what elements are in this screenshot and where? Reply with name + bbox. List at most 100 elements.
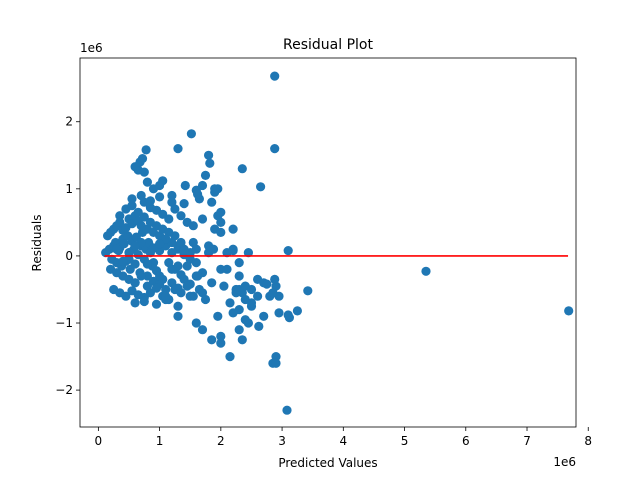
data-point xyxy=(167,264,177,274)
x-tick-label: 1 xyxy=(156,434,164,448)
data-point xyxy=(119,239,129,249)
data-point xyxy=(112,244,122,254)
data-point xyxy=(303,286,313,296)
x-tick-label: 6 xyxy=(462,434,470,448)
data-point xyxy=(222,264,232,274)
x-axis-label: Predicted Values xyxy=(278,456,377,470)
data-point xyxy=(234,284,244,295)
y-tick-label: 2 xyxy=(65,115,73,129)
data-point xyxy=(228,246,238,256)
data-point xyxy=(130,298,140,308)
data-point xyxy=(216,217,226,227)
data-point xyxy=(210,184,220,194)
data-point xyxy=(205,158,215,168)
data-point xyxy=(240,315,250,325)
data-point xyxy=(270,274,280,284)
data-point xyxy=(237,164,247,174)
data-point xyxy=(130,278,140,288)
data-point xyxy=(142,259,152,269)
data-point xyxy=(151,299,162,309)
data-point xyxy=(274,308,284,318)
chart-title: Residual Plot xyxy=(283,37,373,53)
data-point xyxy=(219,281,229,291)
data-point xyxy=(216,331,226,341)
data-point xyxy=(216,207,226,217)
plot-frame xyxy=(79,57,577,428)
data-point xyxy=(208,244,219,254)
data-point xyxy=(204,150,214,160)
data-point xyxy=(197,214,208,224)
data-point xyxy=(136,190,146,201)
data-point xyxy=(191,258,201,268)
data-point xyxy=(155,192,165,202)
data-point xyxy=(180,180,190,191)
data-point xyxy=(179,199,189,209)
data-point xyxy=(185,291,195,301)
data-point xyxy=(167,190,177,201)
data-point xyxy=(421,266,431,276)
data-point xyxy=(253,291,263,301)
data-point xyxy=(207,335,217,345)
data-point xyxy=(155,239,165,249)
data-point xyxy=(243,248,253,258)
data-point xyxy=(270,71,280,81)
data-point xyxy=(141,145,151,155)
y-axis-label: Residuals xyxy=(30,215,44,272)
data-point xyxy=(197,325,208,335)
data-point xyxy=(254,321,264,331)
data-point xyxy=(256,182,266,192)
data-point xyxy=(167,197,177,207)
data-point xyxy=(259,311,269,321)
data-point xyxy=(191,244,201,254)
y-tick-label: −1 xyxy=(55,316,73,330)
data-point xyxy=(246,284,257,295)
data-point xyxy=(200,294,211,305)
data-point xyxy=(228,224,238,234)
x-tick-label: 3 xyxy=(278,434,286,448)
data-point xyxy=(161,291,171,301)
data-point xyxy=(145,196,155,206)
data-point xyxy=(158,176,168,186)
data-point xyxy=(207,197,217,207)
x-axis: 0 1 2 3 4 5 6 7 8 xyxy=(95,427,592,448)
y-tick-label: −2 xyxy=(55,383,73,397)
data-point xyxy=(115,217,125,227)
y-axis: −2 −1 0 1 2 xyxy=(55,115,80,397)
x-tick-label: 7 xyxy=(523,434,531,448)
data-point xyxy=(268,288,278,298)
data-point xyxy=(133,207,143,217)
data-point xyxy=(216,338,226,348)
data-point xyxy=(216,227,226,237)
data-point xyxy=(193,189,203,199)
data-point xyxy=(564,306,574,316)
data-point xyxy=(164,214,174,224)
data-point xyxy=(115,211,125,221)
data-point xyxy=(121,291,131,301)
data-point xyxy=(207,278,217,288)
data-point xyxy=(179,246,189,256)
data-point xyxy=(173,301,183,311)
data-point xyxy=(155,271,165,281)
data-point xyxy=(225,352,235,362)
scatter-points xyxy=(101,71,574,415)
data-point xyxy=(270,144,280,154)
data-point xyxy=(127,201,137,211)
data-point xyxy=(118,256,128,266)
y-offset-label: 1e6 xyxy=(80,41,103,55)
x-tick-label: 8 xyxy=(584,434,592,448)
data-point xyxy=(139,167,149,177)
x-tick-label: 2 xyxy=(217,434,225,448)
data-point xyxy=(283,310,293,320)
data-point xyxy=(234,258,244,268)
x-tick-label: 4 xyxy=(339,434,347,448)
data-point xyxy=(173,144,183,154)
data-point xyxy=(234,325,244,335)
y-tick-label: 0 xyxy=(65,249,73,263)
data-point xyxy=(142,177,152,187)
data-point xyxy=(237,335,247,345)
data-point xyxy=(182,281,192,291)
data-point xyxy=(130,241,140,251)
data-point xyxy=(282,405,292,415)
